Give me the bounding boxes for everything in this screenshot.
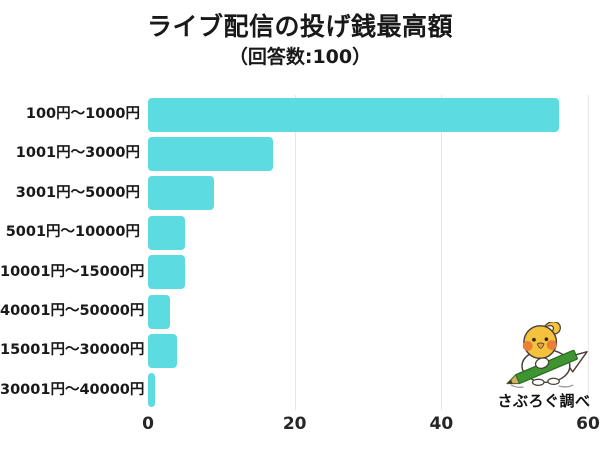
- x-tick-label: 0: [142, 414, 154, 434]
- category-label: 30001円～40000円: [0, 381, 145, 398]
- category-label: 1001円～3000円: [15, 145, 140, 162]
- credit-block: さぶろぐ調べ: [488, 322, 600, 411]
- x-axis: 0 20 40 60: [142, 414, 600, 436]
- credit-label: さぶろぐ調べ: [497, 392, 591, 410]
- category-labels: 100円～1000円 1001円～3000円 3001円～5000円 5001円～10…: [0, 95, 145, 410]
- category-label: 5001円～10000円: [5, 224, 140, 241]
- chart-title: ライブ配信の投げ銭最高額: [146, 12, 453, 41]
- bar: [148, 373, 156, 408]
- category-label: 40001円～50000円: [0, 302, 145, 319]
- bar: [148, 294, 170, 329]
- bar: [148, 255, 185, 290]
- bar: [148, 215, 185, 250]
- x-tick-label: 20: [282, 414, 307, 434]
- x-tick-label: 60: [576, 414, 600, 434]
- x-tick-label: 40: [429, 414, 454, 434]
- bar: [148, 176, 214, 211]
- plot-area: [148, 95, 589, 410]
- category-label: 100円～1000円: [25, 106, 140, 122]
- gridline: [441, 95, 443, 410]
- chart-subtitle: （回答数:100）: [228, 46, 372, 68]
- bar: [148, 137, 273, 172]
- category-label: 3001円～5000円: [15, 184, 140, 201]
- bird-with-pencil-icon: [506, 322, 588, 388]
- bar: [148, 333, 178, 368]
- gridline: [588, 95, 589, 410]
- gridline: [294, 95, 296, 410]
- bar: [148, 97, 559, 132]
- category-label: 15001円～30000円: [0, 342, 145, 359]
- category-label: 10001円～15000円: [0, 263, 145, 280]
